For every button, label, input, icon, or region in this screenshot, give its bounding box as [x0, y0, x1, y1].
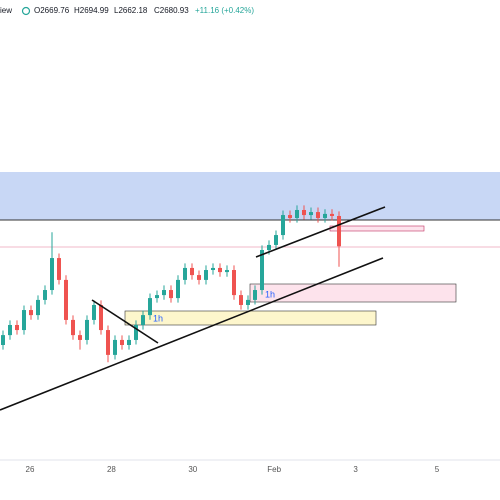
- candle-body: [141, 315, 145, 325]
- candle-body: [148, 298, 152, 316]
- candle-body: [204, 270, 208, 280]
- candle-body: [337, 215, 341, 247]
- candle-body: [225, 270, 229, 273]
- candle-body: [218, 267, 222, 273]
- candle-body: [239, 295, 243, 305]
- trendline: [91, 299, 159, 344]
- candle-body: [316, 212, 320, 219]
- candle-body: [274, 235, 278, 245]
- candle-body: [323, 213, 327, 219]
- x-axis-label: 26: [26, 465, 35, 474]
- candle-body: [169, 290, 173, 299]
- candle-body: [211, 267, 215, 271]
- trendline: [255, 206, 386, 258]
- candle-body: [176, 279, 180, 299]
- zone-label: 1h: [153, 313, 163, 323]
- candle-body: [232, 270, 236, 296]
- candle-body: [183, 267, 187, 280]
- candle-body: [120, 339, 124, 345]
- demand-zone-1h: [249, 283, 457, 303]
- candle-body: [36, 299, 40, 316]
- x-axis-label: 3: [353, 465, 358, 474]
- candle-body: [1, 335, 5, 345]
- ohlc-close: C2680.93: [154, 6, 189, 15]
- candle-body: [288, 215, 292, 219]
- ohlc-open: O2669.76: [34, 6, 70, 15]
- candle-body: [281, 215, 285, 236]
- symbol: iew: [0, 6, 12, 15]
- candle-body: [22, 310, 26, 331]
- candle-body: [155, 295, 159, 299]
- candle-body: [295, 209, 299, 219]
- supply-zone: [0, 172, 500, 220]
- candle-body: [57, 258, 61, 280]
- ohlc-change: +11.16 (+0.42%): [195, 6, 254, 15]
- candle-body: [78, 335, 82, 340]
- candle-body: [253, 290, 257, 300]
- candle-body: [92, 304, 96, 320]
- candle-body: [127, 339, 131, 345]
- candle-body: [330, 213, 334, 216]
- candle-body: [113, 339, 117, 355]
- candle-body: [197, 275, 201, 280]
- small-zone: [329, 225, 425, 232]
- candle-body: [8, 324, 12, 336]
- candle-body: [99, 304, 103, 331]
- candle-body: [106, 330, 110, 355]
- candle-body: [15, 324, 19, 331]
- zone-label: 1h: [265, 289, 275, 299]
- x-axis-label: 5: [435, 465, 440, 474]
- candle-body: [43, 290, 47, 300]
- x-axis-label: Feb: [267, 465, 281, 474]
- candle-body: [71, 319, 75, 336]
- candle-body: [64, 279, 68, 320]
- candle-body: [267, 244, 271, 251]
- candle-body: [29, 310, 33, 316]
- candle-body: [309, 212, 313, 216]
- candle-body: [50, 258, 54, 291]
- ohlc-high: H2694.99: [74, 6, 109, 15]
- x-axis-label: 28: [107, 465, 116, 474]
- candle-body: [260, 250, 264, 291]
- status-icon: [21, 6, 31, 16]
- candle-body: [162, 290, 166, 296]
- trendline: [0, 257, 384, 411]
- header-bar: [0, 0, 500, 22]
- candle-body: [134, 324, 138, 340]
- x-axis-label: 30: [188, 465, 197, 474]
- ohlc-low: L2662.18: [114, 6, 148, 15]
- candle-body: [85, 319, 89, 340]
- candle-body: [190, 267, 194, 276]
- candle-body: [246, 299, 250, 305]
- candle-body: [302, 209, 306, 216]
